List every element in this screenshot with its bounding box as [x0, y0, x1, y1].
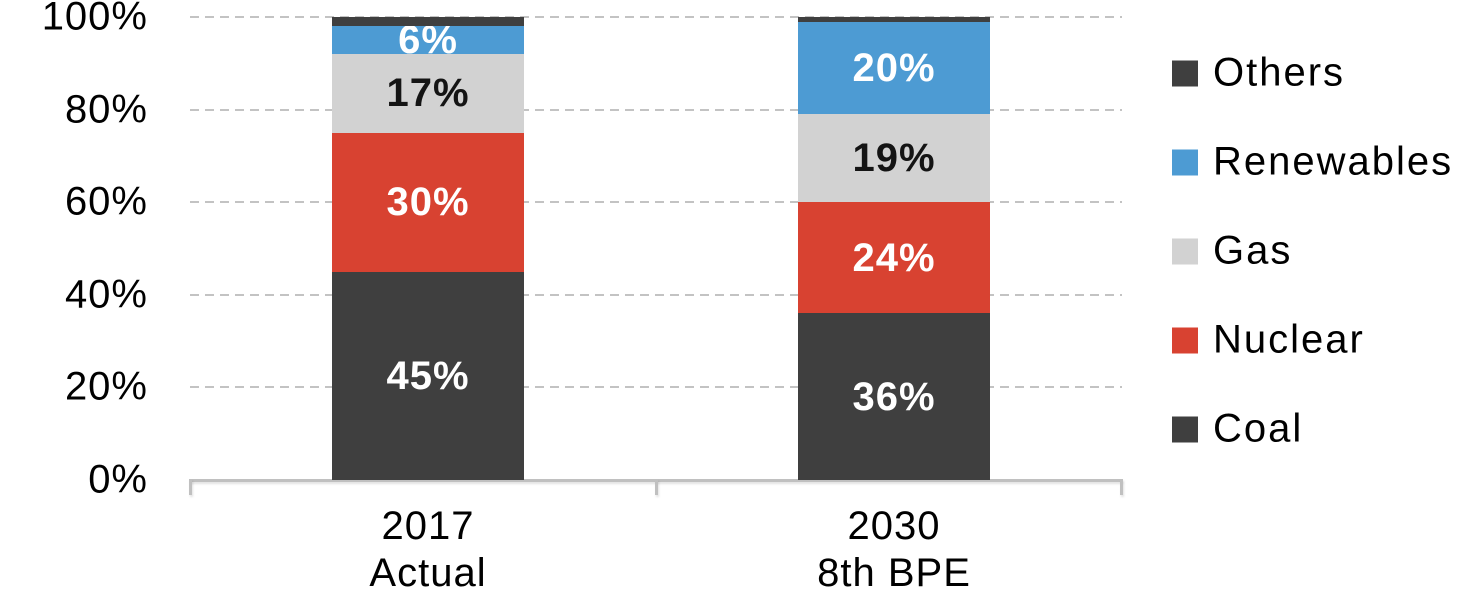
- bar-segment-nuclear: 30%: [332, 132, 524, 272]
- legend-item-renewables: Renewables: [1172, 140, 1453, 185]
- bar-segment-nuclear: 24%: [798, 202, 990, 314]
- bar-segment-coal: 36%: [798, 313, 990, 480]
- y-axis-tick-label: 20%: [64, 364, 148, 409]
- legend-swatch-icon: [1172, 238, 1198, 264]
- legend-label: Nuclear: [1213, 317, 1365, 362]
- gridline-100: [190, 16, 1122, 18]
- y-axis-tick-label: 60%: [64, 179, 148, 224]
- segment-data-label: 36%: [852, 374, 936, 419]
- legend-label: Others: [1213, 50, 1346, 95]
- legend-item-coal: Coal: [1172, 407, 1303, 452]
- gridline-60: [190, 201, 1122, 204]
- legend-item-gas: Gas: [1172, 229, 1292, 274]
- segment-data-label: 45%: [386, 353, 470, 398]
- legend-swatch-icon: [1172, 327, 1198, 353]
- segment-data-label: 19%: [852, 136, 936, 181]
- bar-segment-renewables: 6%: [332, 20, 524, 60]
- segment-data-label: 30%: [386, 180, 470, 225]
- legend-swatch-icon: [1172, 60, 1198, 86]
- x-axis-category-label: 2030 8th BPE: [817, 504, 971, 595]
- gridline-40: [190, 293, 1122, 296]
- bar-2017: 45% 30% 17% 6%: [332, 17, 524, 480]
- x-axis-tick-0: [189, 479, 192, 495]
- legend-label: Coal: [1213, 406, 1304, 451]
- bar-segment-gas: 17%: [332, 54, 524, 133]
- bar-segment-others: [332, 17, 524, 27]
- bar-2030: 36% 24% 19% 20%: [798, 17, 990, 480]
- bar-segment-coal: 45%: [332, 271, 524, 480]
- bar-segment-others: [798, 17, 990, 22]
- y-axis-tick-label: 80%: [64, 87, 148, 132]
- y-axis-tick-label: 100%: [41, 0, 148, 39]
- segment-data-label: 20%: [852, 45, 936, 90]
- legend-label: Renewables: [1213, 139, 1454, 184]
- gridline-80: [190, 108, 1122, 111]
- legend-swatch-icon: [1172, 416, 1198, 442]
- legend-swatch-icon: [1172, 149, 1198, 175]
- segment-data-label: 24%: [852, 235, 936, 280]
- gridline-20: [190, 386, 1122, 389]
- segment-data-label: 6%: [398, 18, 458, 63]
- x-axis-tick-1: [655, 479, 658, 495]
- bar-segment-gas: 19%: [798, 114, 990, 203]
- bar-segment-renewables: 20%: [798, 21, 990, 115]
- legend-label: Gas: [1213, 228, 1293, 273]
- legend-item-others: Others: [1172, 51, 1345, 96]
- x-axis-category-label: 2017 Actual: [369, 504, 487, 595]
- legend-item-nuclear: Nuclear: [1172, 318, 1365, 363]
- y-axis-tick-label: 0%: [88, 457, 148, 502]
- x-axis-tick-2: [1120, 479, 1123, 495]
- y-axis-tick-label: 40%: [64, 272, 148, 317]
- segment-data-label: 17%: [386, 71, 470, 116]
